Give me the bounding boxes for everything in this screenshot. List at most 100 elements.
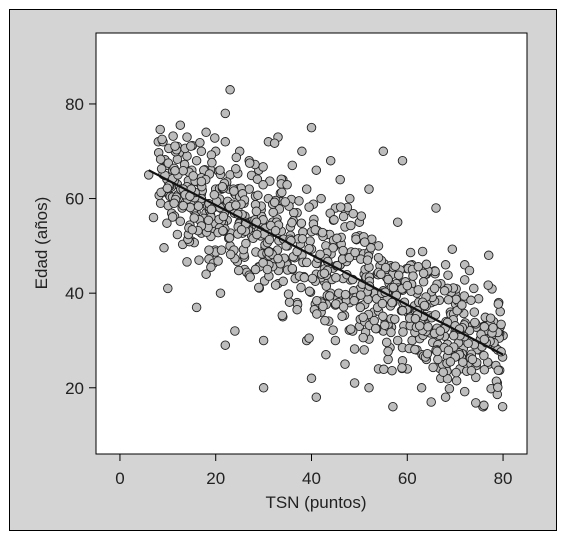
- data-point: [163, 283, 173, 294]
- data-point: [320, 315, 330, 326]
- data-point: [264, 234, 275, 245]
- data-point: [215, 288, 226, 298]
- data-point: [159, 243, 169, 253]
- data-point: [209, 190, 220, 200]
- data-point: [241, 238, 251, 249]
- data-point: [204, 245, 214, 255]
- data-point: [380, 320, 390, 331]
- data-point: [473, 294, 484, 304]
- data-point: [292, 304, 302, 315]
- data-point: [493, 382, 503, 393]
- data-point: [380, 262, 391, 273]
- data-point: [328, 243, 338, 253]
- data-point: [358, 332, 368, 343]
- data-point: [277, 310, 288, 321]
- data-point: [410, 344, 420, 355]
- data-point: [213, 256, 223, 266]
- data-point: [328, 325, 338, 335]
- data-point: [422, 348, 433, 359]
- data-point: [349, 344, 360, 354]
- x-axis-title: TSN (puntos): [265, 493, 366, 512]
- data-point: [178, 200, 188, 211]
- data-point: [244, 158, 255, 168]
- data-point: [301, 184, 312, 194]
- data-point: [304, 202, 314, 212]
- data-point: [483, 280, 493, 290]
- axes-layer: 0 20 40 60 80 20 40 60 80: [65, 95, 512, 488]
- data-point: [392, 335, 403, 346]
- data-point: [253, 190, 263, 201]
- data-point: [356, 290, 366, 300]
- data-point: [258, 162, 268, 172]
- data-point: [252, 174, 263, 184]
- data-point: [230, 326, 240, 336]
- data-point: [155, 124, 165, 135]
- data-point: [296, 218, 307, 228]
- data-point: [349, 378, 360, 388]
- data-point: [349, 295, 359, 306]
- data-point: [346, 324, 356, 334]
- data-point: [264, 247, 274, 257]
- data-point: [231, 152, 242, 163]
- data-point: [278, 276, 288, 287]
- data-point: [439, 286, 450, 296]
- data-point: [364, 184, 374, 194]
- data-point: [390, 314, 400, 324]
- data-point: [364, 383, 374, 393]
- data-point: [167, 212, 178, 222]
- data-point: [189, 213, 199, 223]
- x-tick-label: 20: [206, 469, 225, 488]
- data-point: [388, 401, 398, 412]
- data-point: [397, 363, 407, 373]
- data-point: [410, 313, 421, 324]
- data-point: [444, 383, 455, 394]
- data-point: [220, 340, 231, 350]
- data-point: [325, 155, 336, 166]
- trend-layer: [148, 169, 504, 356]
- data-point: [458, 357, 468, 367]
- data-point: [233, 265, 244, 276]
- data-point: [464, 265, 475, 276]
- x-tick-label: 60: [398, 469, 417, 488]
- data-point: [418, 277, 429, 287]
- data-point: [386, 327, 396, 338]
- data-point: [428, 362, 438, 373]
- data-point: [231, 200, 241, 210]
- data-point: [370, 323, 381, 334]
- data-point: [418, 268, 429, 279]
- data-point: [162, 183, 173, 193]
- data-point: [359, 345, 369, 355]
- data-point: [186, 141, 196, 151]
- data-point: [413, 285, 424, 295]
- data-point: [225, 249, 236, 260]
- data-point: [369, 315, 379, 326]
- data-point: [307, 273, 318, 284]
- data-point: [297, 234, 308, 244]
- data-point: [466, 365, 477, 376]
- data-point: [156, 164, 167, 174]
- data-point: [201, 269, 211, 279]
- data-point: [299, 272, 310, 283]
- data-point: [258, 258, 268, 268]
- data-point: [220, 137, 231, 147]
- data-point: [316, 193, 326, 204]
- data-point: [282, 180, 292, 190]
- data-point: [216, 245, 227, 255]
- data-point: [485, 313, 496, 323]
- data-point: [350, 247, 360, 258]
- data-point: [157, 134, 167, 145]
- data-point: [383, 346, 393, 357]
- data-point: [273, 253, 283, 264]
- data-point: [187, 225, 198, 235]
- data-point: [421, 259, 432, 270]
- data-point: [387, 297, 397, 308]
- data-point: [469, 307, 480, 317]
- data-point: [287, 160, 298, 171]
- data-point: [451, 367, 461, 378]
- data-point: [383, 354, 393, 365]
- data-point: [258, 180, 268, 190]
- data-point: [466, 295, 476, 306]
- data-point: [277, 187, 287, 198]
- data-point: [262, 264, 273, 275]
